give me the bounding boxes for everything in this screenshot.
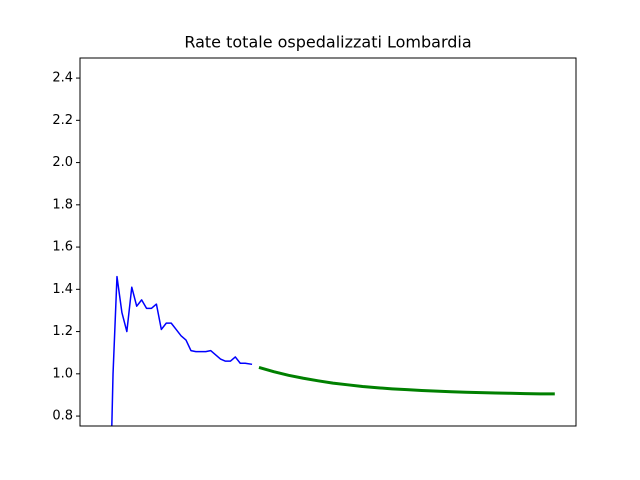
plot-area bbox=[111, 275, 555, 426]
y-tick-label: 1.2 bbox=[52, 324, 73, 339]
y-tick-label: 2.0 bbox=[52, 155, 73, 170]
y-tick-label: 1.6 bbox=[52, 240, 73, 255]
y-tick-label: 1.0 bbox=[52, 366, 73, 381]
line-series bbox=[258, 366, 555, 396]
y-tick-label: 1.8 bbox=[52, 197, 73, 212]
y-tick-label: 2.4 bbox=[52, 71, 73, 86]
y-tick-label: 0.8 bbox=[52, 409, 73, 424]
axes-frame bbox=[79, 57, 577, 427]
line-series bbox=[111, 275, 253, 426]
y-tick-label: 2.2 bbox=[52, 113, 73, 128]
chart-title: Rate totale ospedalizzati Lombardia bbox=[184, 33, 471, 52]
y-tick-label: 1.4 bbox=[52, 282, 73, 297]
